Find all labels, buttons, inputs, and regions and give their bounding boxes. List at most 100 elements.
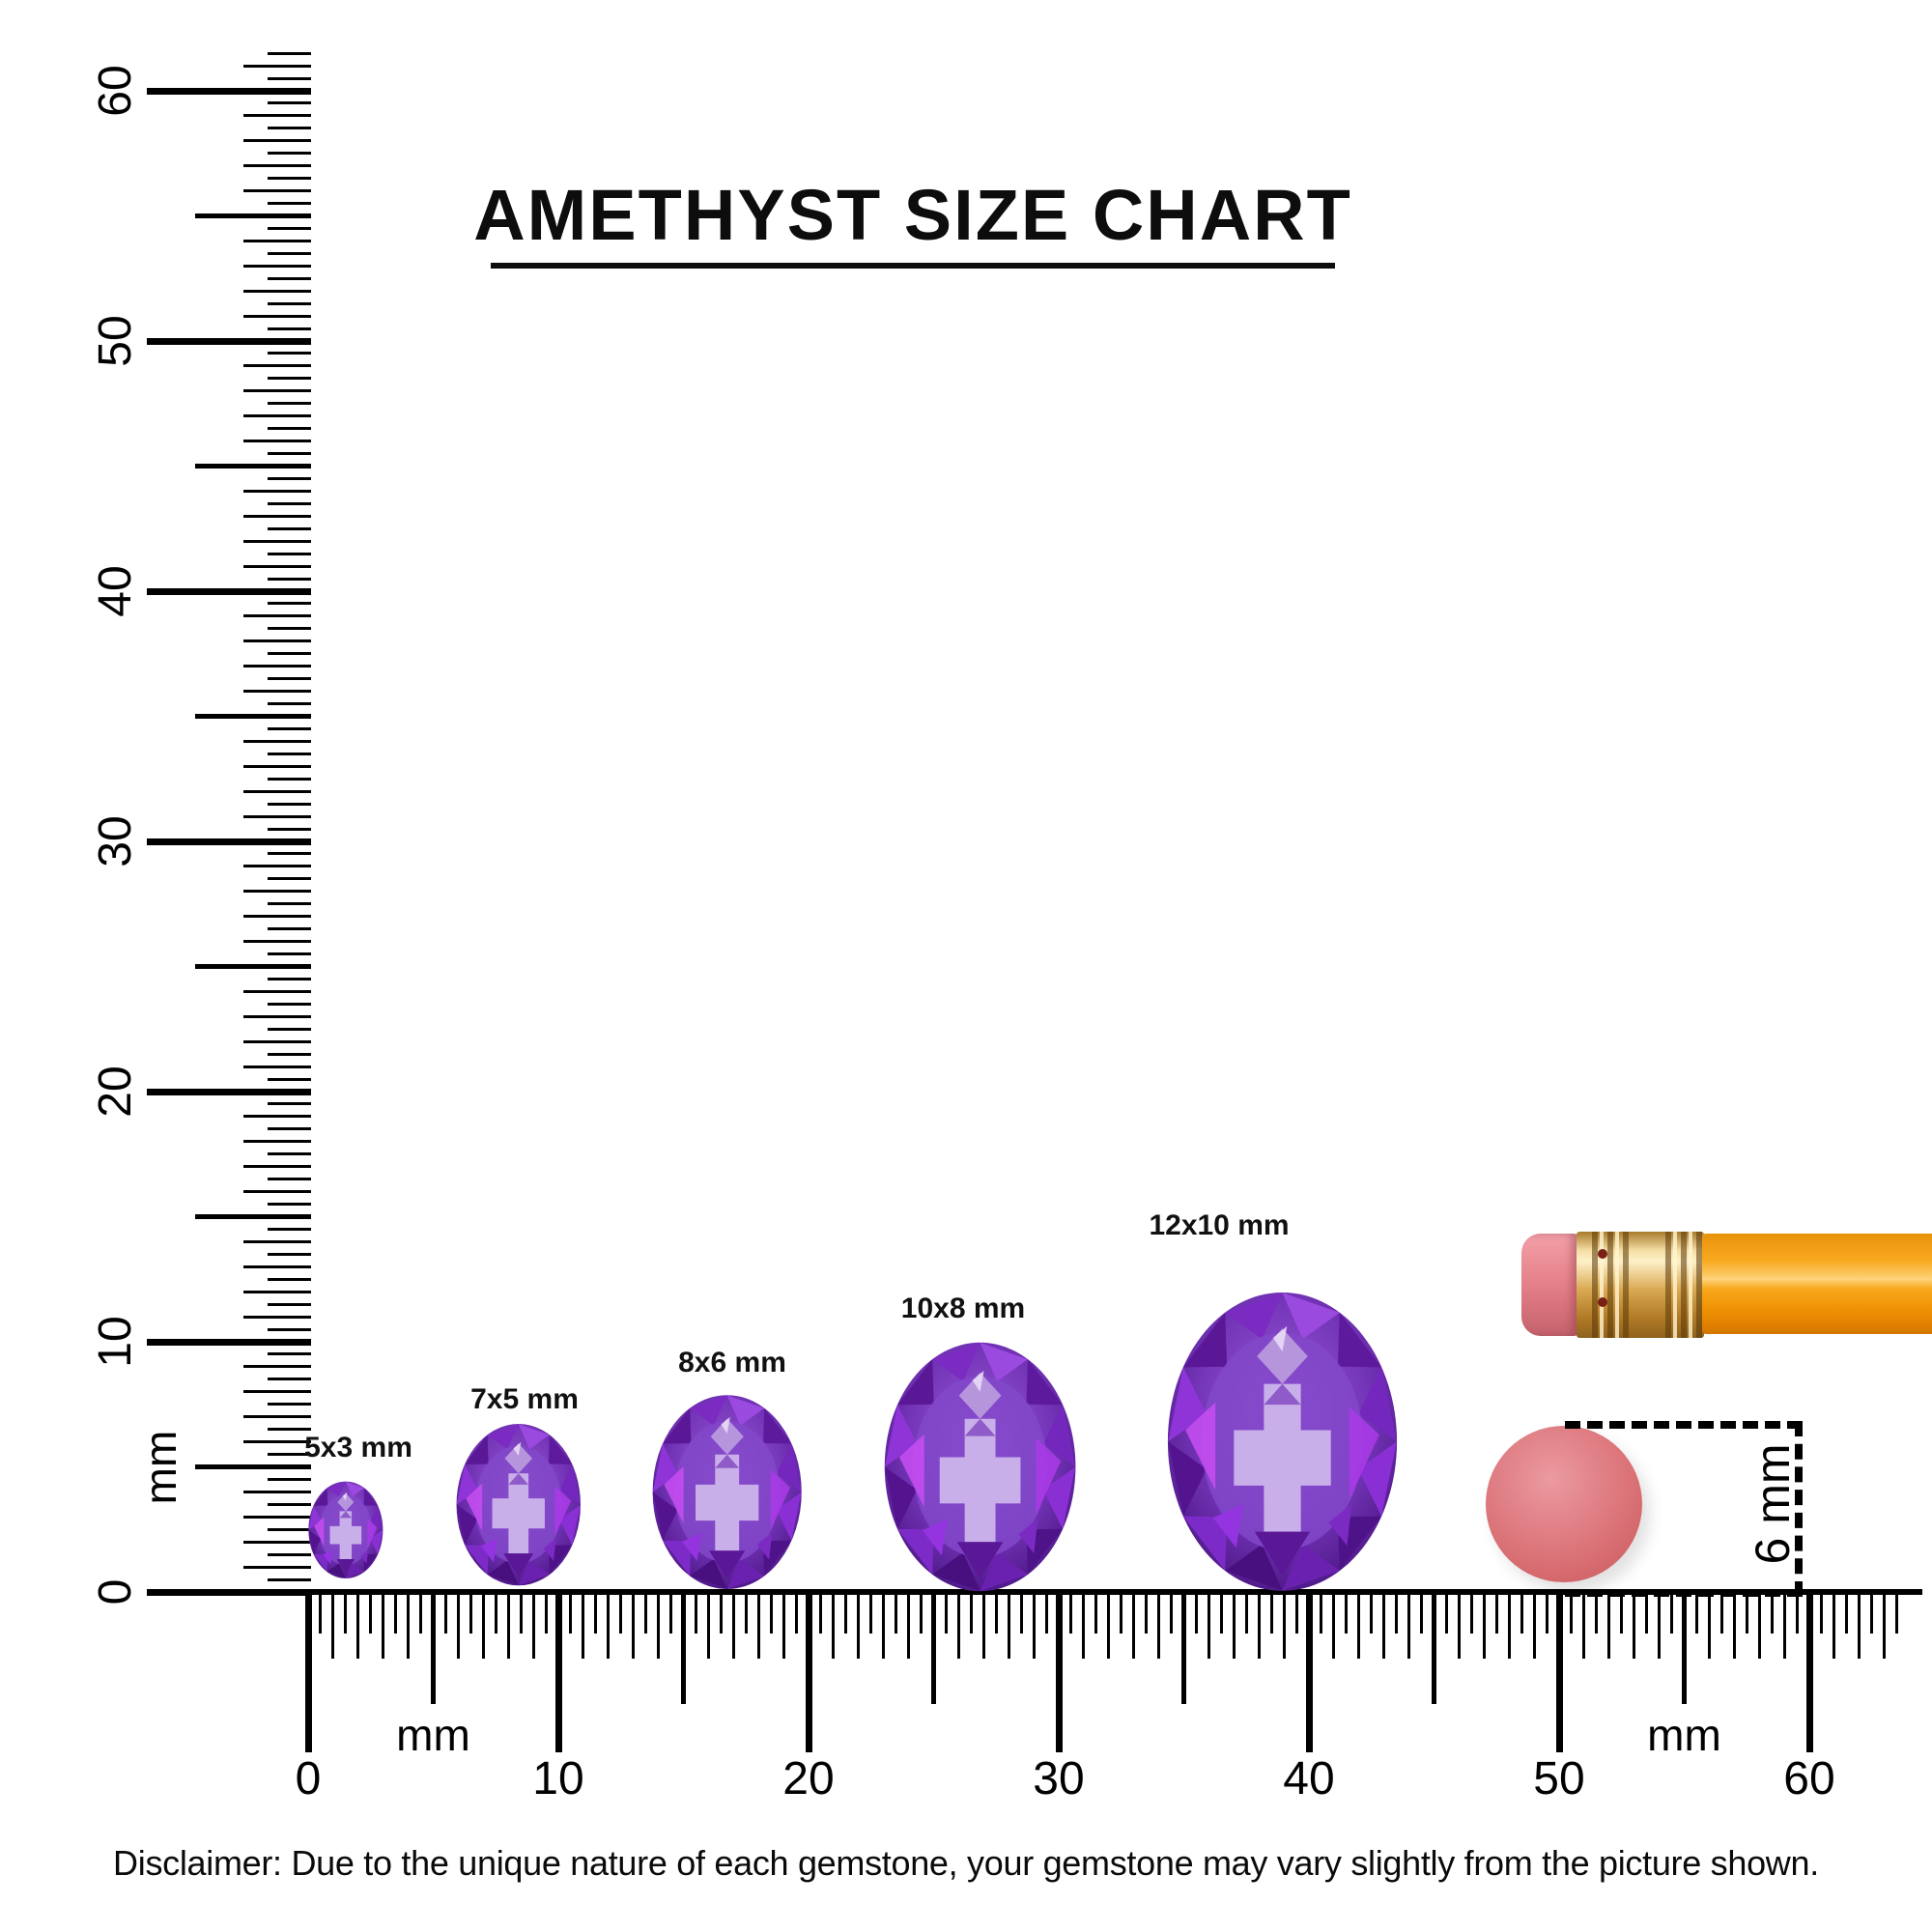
vertical-ruler-tick [268, 1552, 311, 1556]
vertical-ruler-tick [268, 352, 311, 355]
horizontal-ruler-tick [554, 1595, 562, 1752]
vertical-ruler-tick [243, 314, 311, 318]
vertical-ruler-tick [268, 627, 311, 631]
vertical-ruler-tick [243, 389, 311, 393]
horizontal-ruler-tick [494, 1595, 497, 1634]
horizontal-ruler-tick [1055, 1595, 1063, 1752]
horizontal-ruler-tick [569, 1595, 573, 1634]
vertical-ruler-tick [268, 1252, 311, 1256]
vertical-ruler-tick [243, 1365, 311, 1369]
horizontal-ruler-number: 10 [532, 1753, 584, 1804]
vertical-ruler-tick [243, 865, 311, 868]
amethyst-gem-8x6mm [652, 1392, 802, 1592]
vertical-ruler-tick [195, 1214, 311, 1219]
vertical-ruler-tick [243, 489, 311, 493]
horizontal-ruler-tick [594, 1595, 598, 1634]
vertical-ruler-tick [195, 714, 311, 719]
horizontal-ruler-tick [805, 1595, 812, 1752]
vertical-ruler-tick [268, 1227, 311, 1231]
horizontal-ruler-tick [1432, 1595, 1436, 1704]
ferrule-crimp [1665, 1232, 1671, 1338]
vertical-ruler-tick [195, 464, 311, 469]
horizontal-ruler-tick [1232, 1595, 1236, 1659]
vertical-ruler-tick [243, 1065, 311, 1068]
horizontal-ruler-tick [1294, 1595, 1298, 1634]
horizontal-ruler-tick [882, 1595, 886, 1659]
vertical-ruler-tick [268, 101, 311, 105]
horizontal-ruler-tick [1305, 1595, 1313, 1752]
horizontal-ruler-tick [356, 1595, 360, 1659]
horizontal-ruler-tick [1069, 1595, 1073, 1634]
ferrule-crimp-highlight [1673, 1232, 1677, 1338]
horizontal-ruler-tick [869, 1595, 873, 1634]
size-annotation-label: 6 mm [1746, 1443, 1800, 1565]
horizontal-ruler-tick [1082, 1595, 1086, 1659]
horizontal-ruler-tick [531, 1595, 535, 1659]
horizontal-ruler-tick [1607, 1595, 1611, 1659]
vertical-ruler-tick [268, 177, 311, 181]
vertical-ruler-tick [268, 301, 311, 305]
horizontal-ruler-number: 60 [1783, 1753, 1835, 1804]
horizontal-ruler-tick [1845, 1595, 1849, 1634]
vertical-ruler-tick [243, 1490, 311, 1493]
vertical-ruler-tick [243, 814, 311, 818]
vertical-ruler-tick [268, 476, 311, 480]
horizontal-ruler-tick [1757, 1595, 1761, 1659]
vertical-ruler-number: 60 [90, 65, 141, 117]
vertical-ruler-tick [243, 239, 311, 242]
vertical-ruler-tick [268, 1502, 311, 1506]
vertical-ruler-tick [268, 1577, 311, 1581]
horizontal-ruler-tick [1207, 1595, 1210, 1659]
vertical-ruler-tick [268, 1077, 311, 1081]
vertical-ruler-tick [243, 514, 311, 518]
horizontal-ruler-tick [1181, 1595, 1186, 1704]
horizontal-ruler-tick [956, 1595, 960, 1659]
horizontal-ruler-tick [304, 1595, 312, 1752]
vertical-ruler-tick [268, 1527, 311, 1531]
horizontal-ruler-tick [1820, 1595, 1824, 1634]
horizontal-ruler-tick [1407, 1595, 1411, 1659]
horizontal-ruler-tick [1244, 1595, 1248, 1634]
vertical-ruler-tick [268, 51, 311, 55]
ferrule-crimp [1592, 1232, 1598, 1338]
horizontal-ruler-tick [619, 1595, 623, 1634]
vertical-ruler-tick [147, 587, 311, 595]
horizontal-ruler-tick [1633, 1595, 1636, 1659]
horizontal-ruler-tick [1420, 1595, 1424, 1634]
vertical-ruler-tick [268, 827, 311, 831]
vertical-ruler-tick [243, 665, 311, 668]
amethyst-gem-5x3mm [308, 1467, 384, 1593]
horizontal-ruler-tick [1120, 1595, 1123, 1634]
vertical-ruler-tick [243, 1165, 311, 1169]
vertical-ruler-tick [268, 202, 311, 206]
horizontal-ruler-tick [781, 1595, 785, 1659]
vertical-ruler-tick [268, 1302, 311, 1306]
vertical-ruler-tick [243, 739, 311, 743]
disclaimer-text: Disclaimer: Due to the unique nature of … [113, 1843, 1819, 1883]
vertical-ruler-tick [243, 440, 311, 443]
horizontal-ruler-tick [694, 1595, 697, 1634]
vertical-ruler-tick [268, 327, 311, 330]
vertical-ruler-number: 20 [90, 1065, 141, 1118]
horizontal-ruler-tick [994, 1595, 998, 1634]
page-title: AMETHYST SIZE CHART [473, 175, 1352, 255]
ferrule-rivet-dot [1598, 1297, 1607, 1307]
horizontal-ruler-tick [407, 1595, 411, 1659]
ferrule-crimp [1607, 1232, 1613, 1338]
horizontal-ruler-tick [1795, 1595, 1799, 1634]
vertical-ruler-tick [243, 1039, 311, 1043]
horizontal-ruler-tick [394, 1595, 398, 1634]
horizontal-ruler-tick [920, 1595, 923, 1634]
horizontal-ruler-tick [1269, 1595, 1273, 1634]
horizontal-ruler-tick [944, 1595, 948, 1634]
horizontal-ruler-tick [1520, 1595, 1523, 1634]
horizontal-ruler-tick [1345, 1595, 1349, 1634]
vertical-ruler-tick [268, 427, 311, 431]
vertical-ruler-tick [243, 690, 311, 694]
ferrule-crimp [1681, 1232, 1687, 1338]
horizontal-ruler-tick [731, 1595, 735, 1659]
vertical-ruler-tick [268, 877, 311, 881]
vertical-ruler-tick [268, 1378, 311, 1381]
vertical-ruler-tick [243, 614, 311, 618]
horizontal-ruler-tick [544, 1595, 548, 1634]
